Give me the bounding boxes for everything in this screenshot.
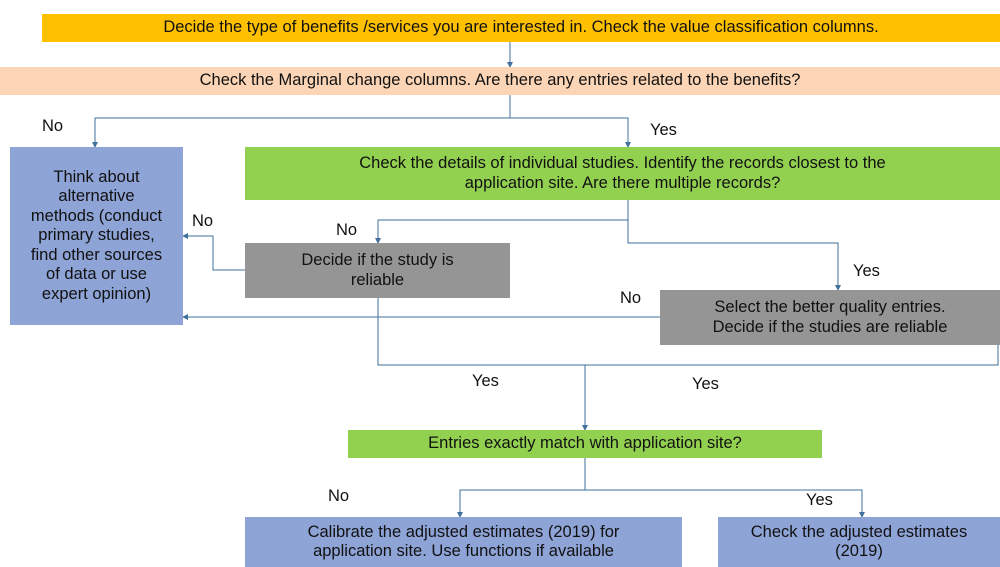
- step-box: Check the details of individual studies.…: [245, 147, 1000, 200]
- step-text: application site. Use functions if avail…: [313, 542, 614, 560]
- edge-label: No: [42, 117, 64, 135]
- step-text: reliable: [350, 270, 405, 289]
- step-text: Select the better quality entries.: [714, 298, 946, 316]
- step-text: methods (conduct: [30, 206, 163, 225]
- edge-label: Yes: [806, 491, 833, 509]
- step-box: Check the adjusted estimates (2019): [718, 517, 1000, 567]
- edge-label: Yes: [853, 262, 880, 280]
- step-text: (2019): [835, 542, 883, 560]
- step-text: Entries exactly match with application s…: [428, 434, 742, 453]
- step-text: Check the Marginal change columns. Are t…: [199, 71, 801, 90]
- step-box: Decide if the study is reliable: [245, 243, 510, 298]
- connector: [377, 298, 999, 366]
- connector: [375, 200, 629, 244]
- step-box: Select the better quality entries. Decide…: [660, 290, 1000, 345]
- edge-label: No: [336, 221, 358, 239]
- step-box: Entries exactly match with application s…: [348, 430, 822, 458]
- step-text: expert opinion): [41, 284, 152, 303]
- connector: [182, 233, 245, 271]
- step-text: find other sources: [30, 245, 163, 264]
- connector: [627, 220, 841, 291]
- connector: [585, 489, 865, 518]
- step-text: Decide the type of benefits /services yo…: [163, 18, 879, 37]
- edge-label: No: [192, 212, 214, 230]
- step-text: alternative: [58, 187, 135, 206]
- step-box: Decide the type of benefits /services yo…: [42, 14, 1000, 42]
- edge-label: Yes: [472, 372, 499, 390]
- edge-label: No: [620, 289, 642, 307]
- connector: [510, 117, 631, 148]
- step-box: Check the Marginal change columns. Are t…: [0, 67, 1000, 95]
- step-box: Calibrate the adjusted estimates (2019) …: [245, 517, 682, 567]
- step-text: Think about: [53, 167, 140, 186]
- edge-label: No: [328, 487, 350, 505]
- edge-label: Yes: [692, 375, 719, 393]
- connector: [457, 458, 586, 518]
- step-text: Check the details of individual studies.…: [359, 154, 886, 172]
- step-text: Calibrate the adjusted estimates (2019) …: [307, 522, 620, 541]
- step-text: Decide if the studies are reliable: [712, 317, 948, 336]
- step-text: of data or use: [46, 265, 147, 284]
- step-text: primary studies,: [38, 226, 155, 245]
- step-text: Check the adjusted estimates: [750, 522, 968, 541]
- step-text: application site. Are there multiple rec…: [464, 173, 781, 192]
- edge-label: Yes: [650, 121, 677, 139]
- step-box: Think about alternative methods (conduct pr…: [10, 147, 183, 325]
- step-text: Decide if the study is: [301, 251, 454, 269]
- connector: [92, 95, 511, 148]
